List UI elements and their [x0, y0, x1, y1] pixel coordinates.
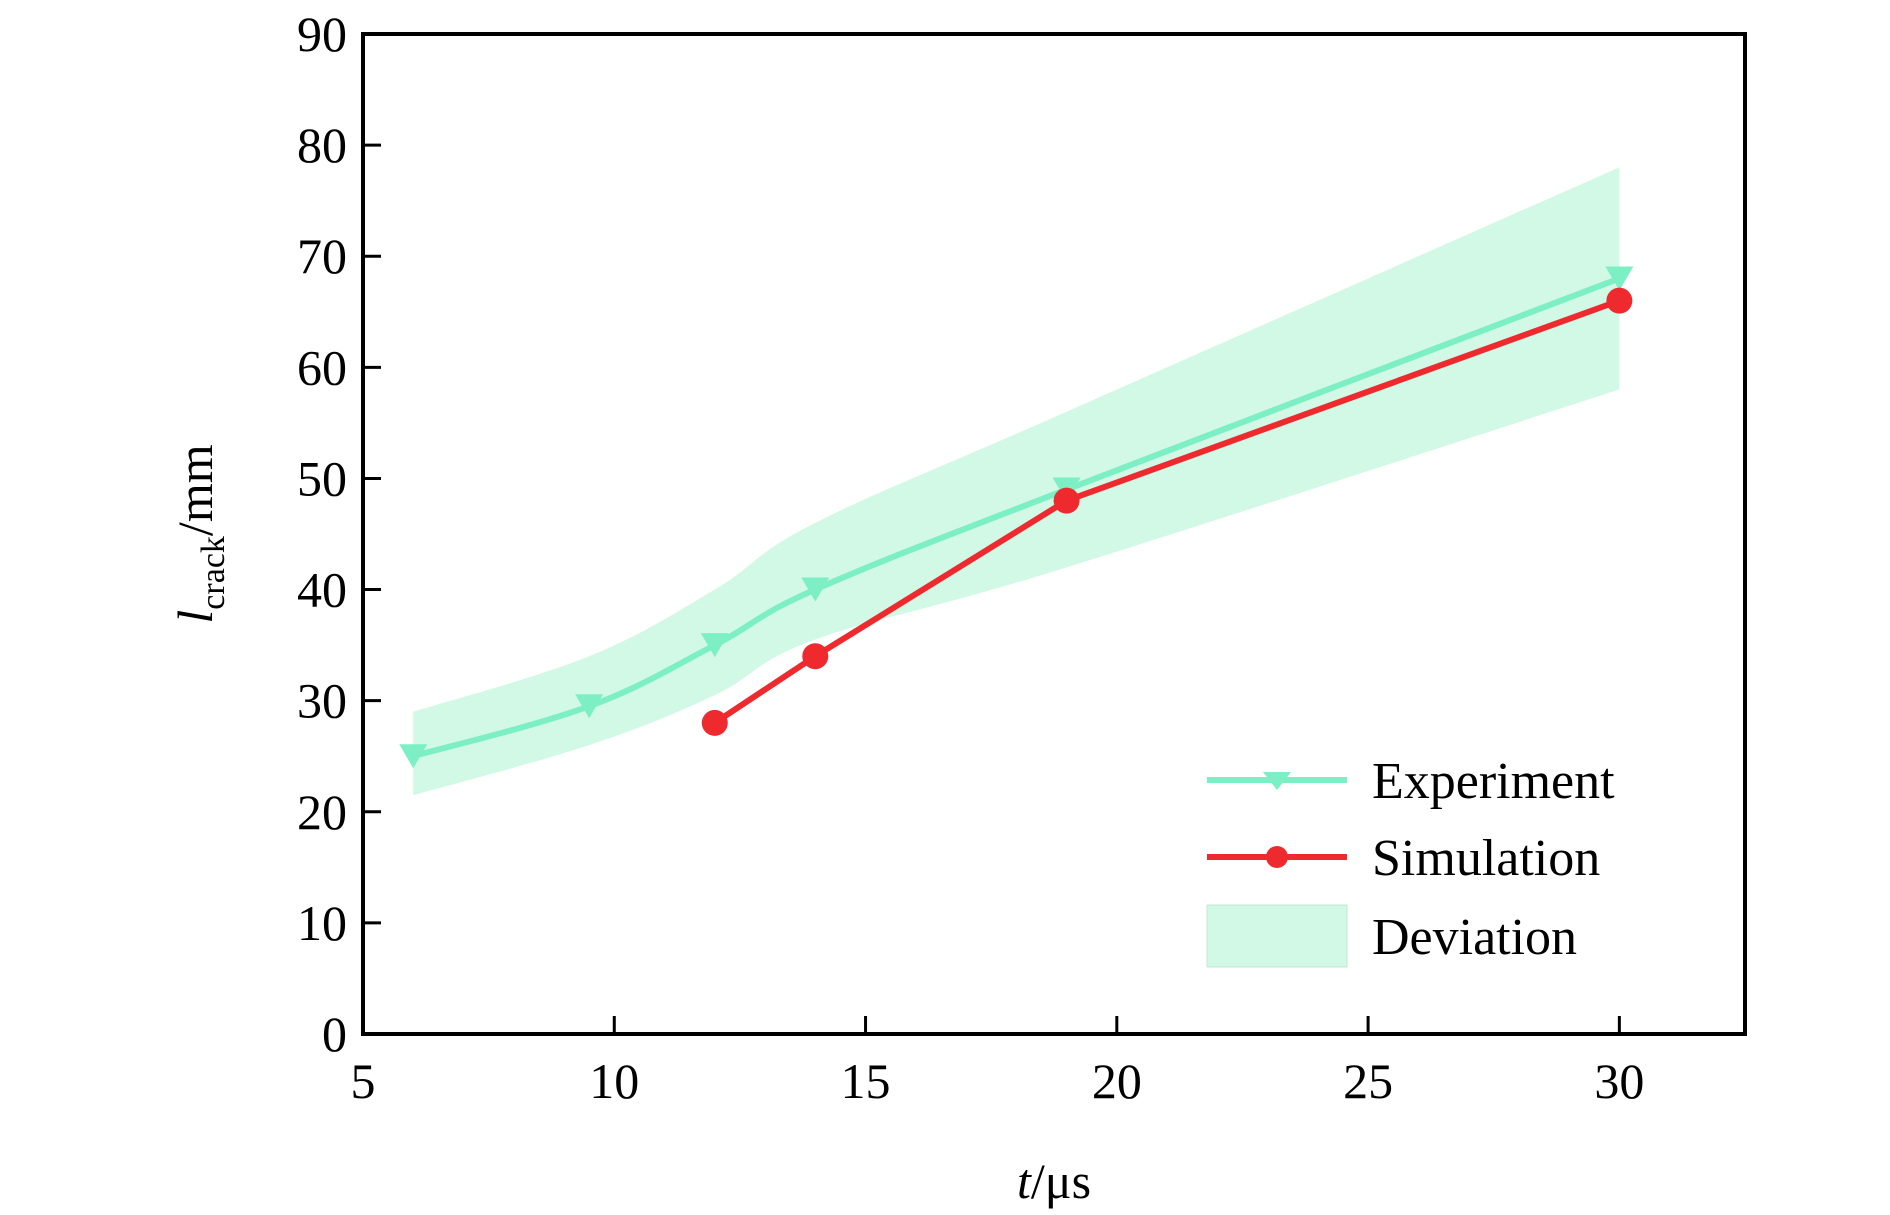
x-tick-label: 25 [1343, 1053, 1393, 1109]
series-line-simulation [713, 297, 1621, 726]
data-point-experiment [1605, 266, 1634, 291]
x-tick-label: 30 [1594, 1053, 1644, 1109]
legend-deviation-label: Deviation [1372, 909, 1577, 966]
y-axis-label-unit: /mm [167, 444, 223, 536]
data-point-simulation [1606, 287, 1633, 314]
legend-experiment-marker [1263, 772, 1291, 790]
x-axis-label-var: t [1017, 1153, 1032, 1209]
y-tick-label: 70 [297, 228, 347, 284]
y-axis: 0 10 20 30 40 50 60 70 80 90 [297, 6, 381, 1062]
data-point-experiment [801, 577, 830, 602]
series-layer [399, 266, 1634, 769]
data-point-simulation [802, 643, 829, 670]
legend-item-deviation: Deviation [1206, 904, 1577, 968]
data-point-experiment [575, 694, 604, 719]
legend-deviation-swatch [1206, 904, 1348, 968]
legend: Experiment Simulation Deviation [1206, 753, 1615, 968]
x-axis-label-unit: /μs [1031, 1153, 1091, 1209]
x-tick-label: 20 [1092, 1053, 1142, 1109]
y-tick-label: 30 [297, 673, 347, 729]
plot-frame [361, 32, 1747, 1036]
data-point-simulation [701, 709, 728, 736]
y-axis-label-var: l [167, 610, 223, 624]
y-tick-label: 10 [297, 895, 347, 951]
y-tick-label: 80 [297, 117, 347, 173]
data-point-experiment [399, 744, 428, 769]
data-point-experiment [700, 633, 729, 658]
legend-item-simulation: Simulation [1207, 830, 1600, 887]
x-axis: 5 10 15 20 25 30 [351, 1016, 1644, 1109]
y-tick-label: 90 [297, 6, 347, 62]
x-tick-label: 10 [589, 1053, 639, 1109]
legend-item-experiment: Experiment [1207, 753, 1615, 810]
legend-simulation-marker [1266, 846, 1288, 868]
y-tick-label: 20 [297, 784, 347, 840]
y-tick-label: 40 [297, 562, 347, 618]
x-tick-label: 5 [351, 1053, 376, 1109]
y-tick-label: 60 [297, 339, 347, 395]
y-tick-label: 0 [322, 1006, 347, 1062]
y-axis-label-sub: crack [195, 536, 232, 610]
data-point-simulation [1053, 487, 1080, 514]
legend-experiment-label: Experiment [1372, 753, 1615, 810]
y-axis-label: lcrack/mm [167, 444, 232, 623]
y-tick-label: 50 [297, 450, 347, 506]
legend-simulation-label: Simulation [1372, 830, 1600, 887]
x-axis-label: t/μs [1017, 1153, 1091, 1209]
x-tick-label: 15 [841, 1053, 891, 1109]
